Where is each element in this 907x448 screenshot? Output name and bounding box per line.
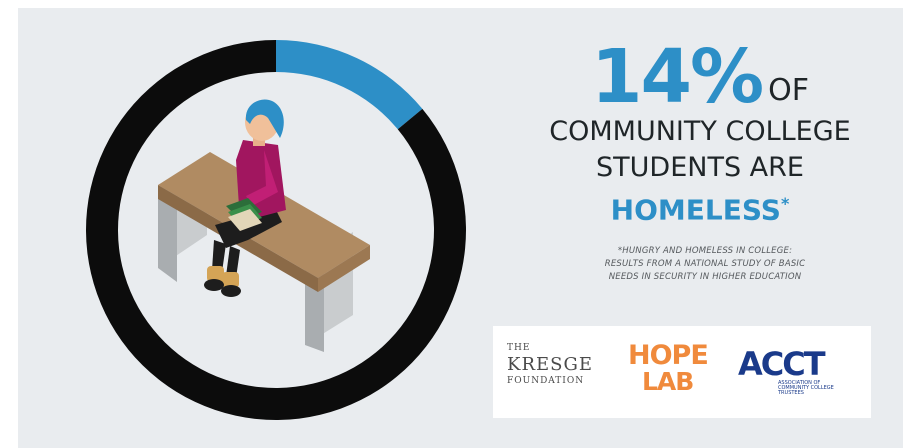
kresge-the: THE (507, 343, 531, 353)
lab-word: LAB (642, 367, 694, 396)
donut-slice-homeless (276, 40, 423, 130)
source-citation: *HUNGRY AND HOMELESS IN COLLEGE: RESULTS… (520, 245, 890, 284)
source-line-1: *HUNGRY AND HOMELESS IN COLLEGE: (617, 246, 793, 256)
footnote-mark: * (780, 194, 790, 213)
acct-name: ACCT (738, 345, 826, 383)
headline-line-2: STUDENTS ARE (596, 152, 804, 183)
stat-row: 14% OF (510, 40, 890, 114)
acct-logo: ACCT ASSOCIATION OF COMMUNITY COLLEGE TR… (738, 348, 848, 396)
headline: 14% OF COMMUNITY COLLEGE STUDENTS ARE HO… (510, 40, 890, 228)
sponsor-logos-panel: THE KRESGE FOUNDATION HOPE LAB ACCT ASSO… (493, 326, 871, 418)
hope-lab-logo: HOPE LAB (628, 340, 709, 396)
source-line-3: NEEDS IN SECURITY IN HIGHER EDUCATION (608, 272, 802, 282)
headline-line-1: COMMUNITY COLLEGE (549, 116, 851, 147)
source-line-2: RESULTS FROM A NATIONAL STUDY OF BASIC (604, 259, 806, 269)
kresge-name: KRESGE (507, 354, 593, 375)
kresge-foundation-logo: THE KRESGE FOUNDATION (507, 344, 593, 386)
acct-tagline: ASSOCIATION OF COMMUNITY COLLEGE TRUSTEE… (778, 380, 834, 396)
percent-stat: 14% (591, 34, 764, 120)
kresge-foundation-word: FOUNDATION (507, 376, 585, 386)
homeless-word: HOMELESS (610, 193, 781, 227)
donut-slices (86, 40, 467, 420)
of-label: OF (768, 73, 809, 108)
hope-word: HOPE (628, 340, 709, 371)
seated-person-illustration (204, 99, 286, 297)
headline-highlight: HOMELESS* (510, 186, 890, 228)
